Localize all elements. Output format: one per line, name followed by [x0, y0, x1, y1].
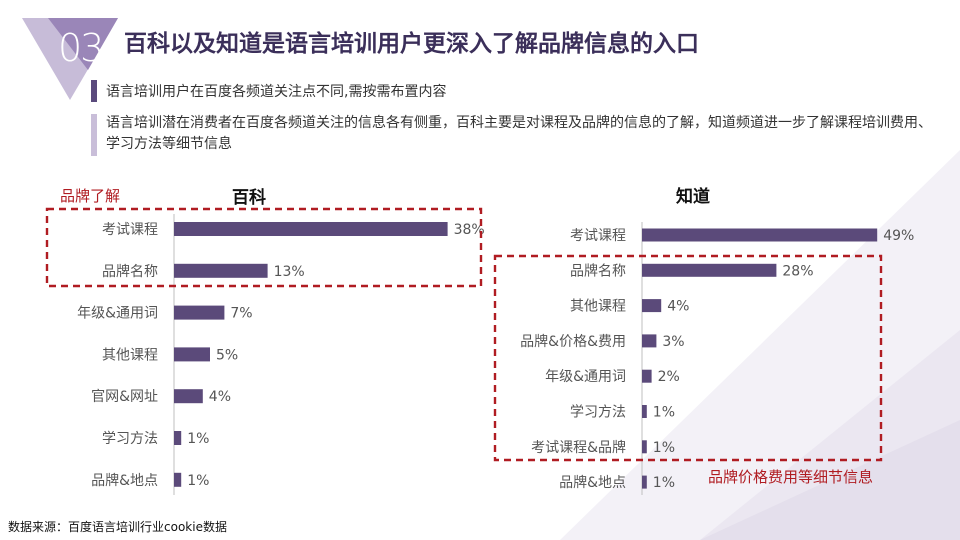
category-label: 考试课程&品牌: [531, 439, 626, 456]
highlight-box-details: [493, 254, 883, 462]
annotation-price-details: 品牌价格费用等细节信息: [708, 468, 873, 486]
value-label: 2%: [658, 369, 680, 385]
category-label: 学习方法: [102, 431, 158, 447]
bar: [642, 405, 647, 418]
category-label: 考试课程: [570, 228, 626, 244]
category-label: 品牌名称: [102, 263, 158, 280]
value-label: 28%: [782, 263, 813, 279]
value-label: 4%: [667, 299, 689, 315]
value-label: 7%: [230, 306, 252, 322]
bullet-marker: [91, 114, 97, 156]
category-label: 官网&网址: [91, 389, 158, 405]
page-title: 百科以及知道是语言培训用户更深入了解品牌信息的入口: [124, 31, 699, 57]
value-label: 1%: [187, 473, 209, 489]
bar: [174, 389, 203, 404]
category-label: 其他课程: [102, 347, 158, 363]
bar: [642, 334, 657, 348]
bar: [642, 228, 878, 242]
bar: [642, 299, 662, 313]
value-label: 13%: [274, 264, 305, 280]
annotation-brand-understanding: 品牌了解: [60, 187, 120, 205]
bar: [174, 431, 182, 445]
value-label: 1%: [653, 440, 675, 456]
category-label: 学习方法: [570, 405, 626, 421]
bar: [642, 369, 652, 383]
bar: [642, 263, 777, 277]
section-badge: 03: [0, 0, 120, 110]
highlight-box-brand: [45, 207, 483, 288]
value-label: 5%: [216, 347, 238, 363]
category-label: 年级&通用词: [545, 369, 626, 385]
chart-title-baike: 百科: [232, 187, 266, 208]
baike-bar-chart: 考试课程 38% 品牌名称 13% 年级&通用词 7% 其他课程 5% 官网&网址 4% 学习方法 1…: [77, 214, 485, 495]
bar: [642, 475, 647, 489]
value-label: 4%: [209, 389, 231, 405]
value-label: 49%: [883, 228, 914, 244]
bar: [174, 263, 268, 278]
bar: [174, 305, 225, 320]
value-label: 3%: [662, 334, 684, 350]
bar: [174, 347, 210, 362]
section-number: 03: [58, 26, 104, 70]
badge-triangle-icon: [22, 18, 118, 100]
category-label: 品牌&地点: [91, 472, 158, 489]
zhidao-bar-chart: 考试课程 49% 品牌名称 28% 其他课程 4% 品牌&价格&费用 3% 年级&通用词 2% 学习…: [520, 222, 914, 495]
bar: [174, 222, 448, 236]
category-label: 品牌&价格&费用: [520, 333, 626, 350]
bullet-marker: [91, 80, 97, 102]
value-label: 38%: [454, 222, 485, 238]
value-label: 1%: [653, 405, 675, 421]
chart-title-zhidao: 知道: [675, 186, 710, 207]
bar: [174, 472, 182, 487]
value-label: 1%: [187, 431, 209, 447]
category-label: 年级&通用词: [77, 306, 158, 322]
bullet-text: 语言培训潜在消费者在百度各频道关注的信息各有侧重，百科主要是对课程及品牌的信息的…: [106, 115, 932, 152]
category-label: 品牌名称: [570, 262, 626, 279]
bullet-text: 语言培训用户在百度各频道关注点不同,需按需布置内容: [106, 84, 447, 100]
data-source-note: 数据来源：百度语言培训行业cookie数据: [8, 520, 227, 534]
category-label: 品牌&地点: [559, 474, 626, 491]
value-label: 1%: [653, 475, 675, 491]
category-label: 考试课程: [102, 222, 158, 238]
bar: [642, 440, 647, 454]
category-label: 其他课程: [570, 299, 626, 315]
